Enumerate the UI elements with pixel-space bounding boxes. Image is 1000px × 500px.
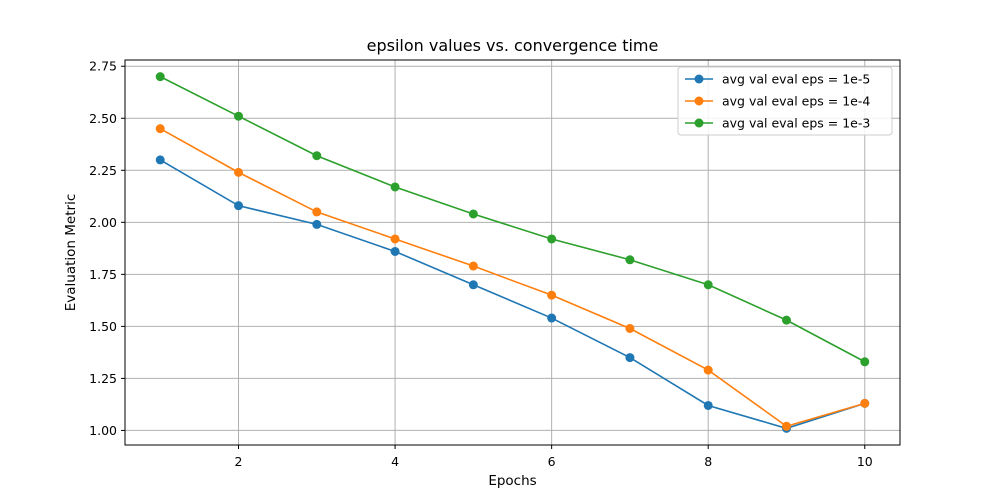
data-point	[625, 255, 635, 265]
data-point	[390, 246, 400, 256]
legend: avg val eval eps = 1e-5 avg val eval eps …	[677, 66, 893, 136]
data-point	[234, 201, 244, 211]
data-point	[468, 261, 478, 271]
data-point	[390, 182, 400, 192]
data-point	[547, 290, 557, 300]
y-tick-label: 2.00	[89, 215, 117, 230]
series-line	[159, 159, 866, 430]
x-tick-label: 10	[857, 454, 873, 469]
y-tick-label: 1.00	[89, 423, 117, 438]
series-2	[155, 124, 870, 431]
data-point	[781, 315, 791, 325]
data-point	[625, 353, 635, 363]
legend-marker	[694, 96, 704, 106]
data-point	[234, 111, 244, 121]
data-point	[781, 421, 791, 431]
y-tick-label: 2.75	[89, 59, 117, 74]
series-line	[159, 127, 865, 428]
chart-title: epsilon values vs. convergence time	[367, 36, 659, 55]
grid	[125, 60, 900, 445]
x-axis: 2 4 6 8 10	[235, 445, 873, 469]
data-point	[312, 207, 322, 217]
x-axis-title: Epochs	[488, 473, 536, 489]
legend-item: avg val eval eps = 1e-3	[685, 116, 870, 131]
data-point	[468, 209, 478, 219]
legend-marker	[694, 118, 704, 128]
y-axis: 1.00 1.25 1.50 1.75 2.00 2.25 2.50 2.75	[89, 59, 125, 438]
y-tick-label: 1.75	[89, 267, 117, 282]
x-tick-label: 8	[704, 454, 712, 469]
data-point	[468, 280, 478, 290]
legend-marker	[694, 74, 704, 84]
legend-label: avg val eval eps = 1e-3	[722, 116, 870, 131]
series	[155, 72, 870, 433]
legend-label: avg val eval eps = 1e-5	[722, 72, 870, 87]
data-point	[155, 124, 165, 134]
x-tick-label: 4	[391, 454, 399, 469]
y-axis-title: Evaluation Metric	[63, 194, 79, 312]
data-point	[860, 398, 870, 408]
legend-item: avg val eval eps = 1e-4	[685, 94, 870, 109]
y-tick-label: 2.50	[89, 111, 117, 126]
series-line	[159, 75, 866, 363]
y-tick-label: 1.25	[89, 371, 117, 386]
plot-area-frame	[124, 59, 901, 446]
data-point	[390, 234, 400, 244]
data-point	[547, 234, 557, 244]
data-point	[625, 323, 635, 333]
legend-label: avg val eval eps = 1e-4	[722, 94, 870, 109]
series-3	[155, 72, 870, 367]
data-point	[312, 151, 322, 161]
data-point	[703, 280, 713, 290]
data-point	[860, 357, 870, 367]
data-point	[155, 72, 165, 82]
data-point	[312, 219, 322, 229]
x-tick-label: 6	[548, 454, 556, 469]
y-tick-label: 2.25	[89, 163, 117, 178]
y-tick-label: 1.50	[89, 319, 117, 334]
x-tick-label: 2	[235, 454, 243, 469]
data-point	[703, 400, 713, 410]
data-point	[547, 313, 557, 323]
data-point	[155, 155, 165, 165]
legend-box	[677, 66, 893, 136]
data-point	[234, 167, 244, 177]
legend-item: avg val eval eps = 1e-5	[685, 72, 870, 87]
data-point	[703, 365, 713, 375]
